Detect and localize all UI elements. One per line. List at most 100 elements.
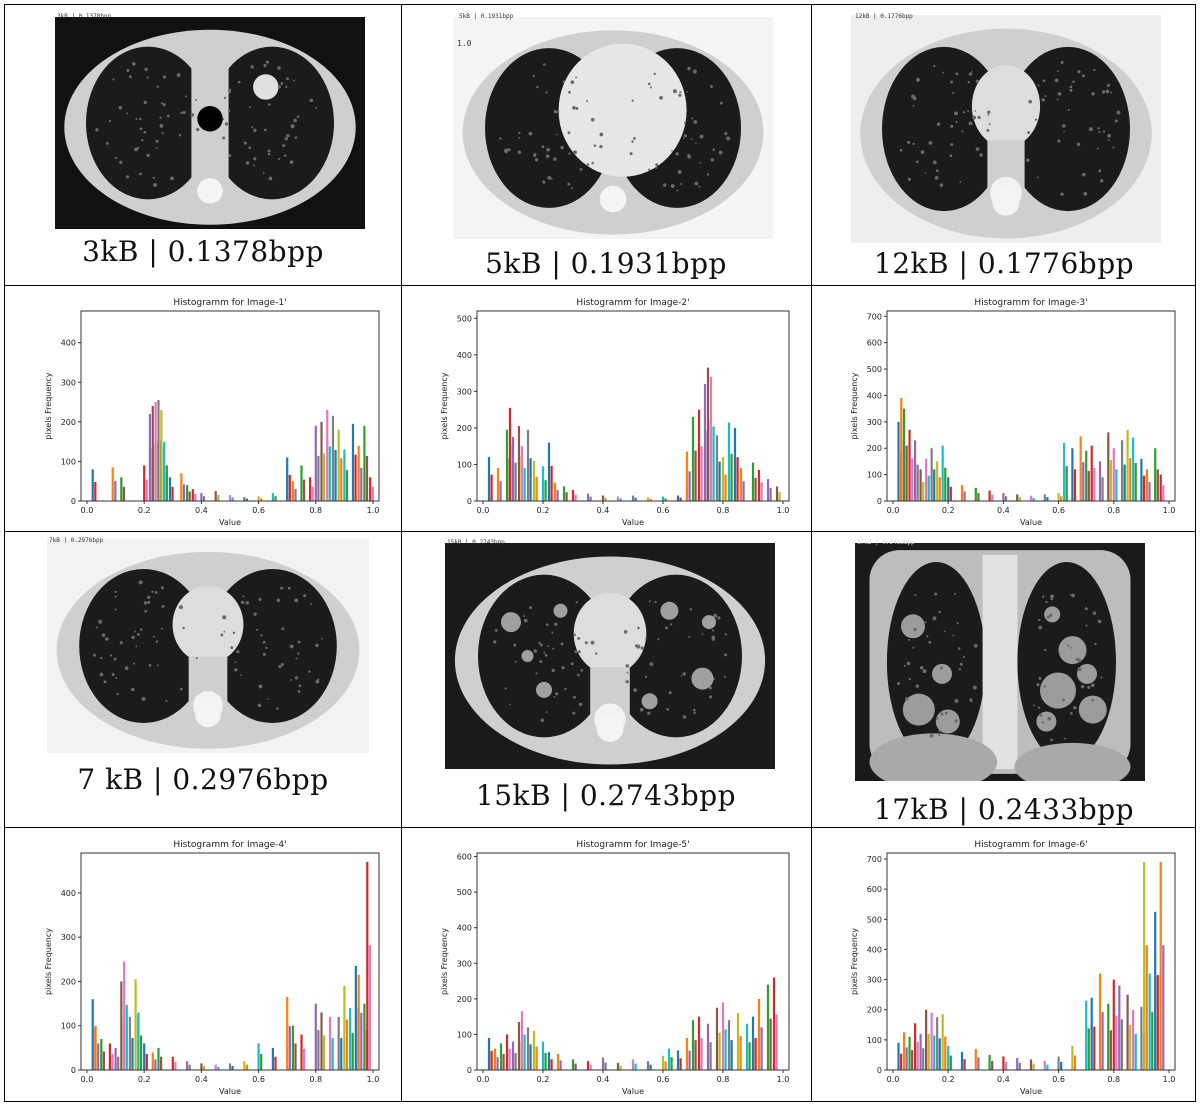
- histogram-bar: [111, 467, 114, 501]
- histogram-bar: [122, 486, 126, 501]
- histogram-bar: [499, 1043, 503, 1070]
- histogram-bar: [143, 1043, 146, 1070]
- histogram-bar: [514, 1052, 517, 1070]
- histogram-bar: [490, 1050, 493, 1070]
- histogram-bar: [1016, 494, 1019, 501]
- histogram-chart-3: Histogramm for Image-3' 0 100 200 300 400 500 6…: [850, 298, 1176, 527]
- histogram-bar: [562, 486, 566, 501]
- histogram-bar: [174, 1062, 177, 1070]
- x-tick-label: 0.0: [887, 1075, 900, 1084]
- histogram-bar: [529, 1044, 532, 1070]
- y-tick-label: 100: [457, 1030, 472, 1039]
- histogram-bar: [1112, 448, 1115, 501]
- histogram-bar: [228, 495, 232, 501]
- histogram-bar: [724, 1029, 727, 1070]
- histogram-bar: [1079, 436, 1082, 501]
- histogram-bar: [963, 491, 966, 501]
- histogram-bar: [589, 1064, 592, 1070]
- histogram-bar: [1132, 1009, 1135, 1070]
- x-tick-label: 0.4: [195, 1075, 208, 1084]
- histogram-bar: [186, 485, 189, 501]
- y-axis-label: pixels Frequency: [850, 372, 859, 439]
- histogram-bar: [245, 1064, 248, 1070]
- histogram-bar: [1159, 862, 1162, 1070]
- histogram-bar: [1065, 466, 1068, 501]
- histogram-bar: [1101, 1012, 1104, 1070]
- histogram-bar: [736, 457, 739, 501]
- histogram-bar: [769, 487, 772, 501]
- x-axis-label: Value: [219, 518, 241, 527]
- y-tick-label: 400: [457, 924, 472, 933]
- histogram-bar: [775, 486, 779, 501]
- histogram-bar: [676, 495, 680, 501]
- y-tick-label: 300: [61, 378, 76, 387]
- histogram-bar: [274, 1056, 277, 1070]
- histogram-bar: [757, 998, 761, 1070]
- histogram-bar: [180, 473, 183, 501]
- scan-header-6: 17kB | 0.2433bpp: [857, 539, 915, 546]
- histogram-bar: [1112, 979, 1115, 1070]
- histogram-bar: [679, 1058, 682, 1070]
- histogram-bar: [601, 495, 605, 501]
- histogram-bar: [550, 1059, 553, 1070]
- histogram-bar: [559, 1060, 562, 1070]
- histogram-bar: [1046, 497, 1049, 501]
- histogram-bar: [291, 481, 295, 501]
- histogram-bar: [496, 1057, 499, 1070]
- histogram-bar: [1082, 462, 1085, 501]
- histogram-bar: [1151, 1012, 1154, 1070]
- histogram-bar: [769, 1018, 772, 1070]
- histogram-title: Histogramm for Image-4': [173, 840, 286, 850]
- y-axis-label: pixels Frequency: [44, 372, 53, 439]
- histogram-bar: [913, 440, 917, 501]
- x-tick-label: 0.8: [1107, 506, 1120, 515]
- histogram-bar: [565, 492, 568, 501]
- histogram-bar: [631, 1059, 635, 1070]
- scan-header-2: 5kB | 0.1931bpp: [459, 13, 514, 20]
- histogram-bar: [706, 367, 710, 501]
- histogram-bar: [1159, 474, 1162, 501]
- histogram-bar: [718, 461, 721, 501]
- ct-scan-drawing: [47, 539, 369, 753]
- histogram-bar: [163, 441, 166, 501]
- histogram-bar: [902, 408, 906, 501]
- ct-scan-image-4: [47, 539, 369, 753]
- histogram-bar: [123, 961, 126, 1070]
- histogram-bar: [634, 1063, 637, 1070]
- histogram-bar: [300, 1034, 303, 1070]
- histogram-bar: [523, 468, 526, 501]
- ct-scan-drawing: [851, 15, 1161, 243]
- histogram-bar: [913, 1023, 917, 1070]
- histogram-bar: [1087, 1028, 1090, 1070]
- x-axis-label: Value: [622, 1087, 644, 1096]
- histogram-bar: [502, 1053, 505, 1070]
- histogram-bar: [721, 1002, 725, 1070]
- histogram-bar: [100, 1039, 103, 1070]
- x-tick-label: 0.8: [717, 506, 730, 515]
- histogram-bar: [1029, 495, 1033, 501]
- y-tick-label: 500: [457, 888, 472, 897]
- histogram-bar: [586, 493, 590, 501]
- histogram-bar: [919, 469, 922, 501]
- scan-caption-4: 7 kB | 0.2976bpp: [77, 763, 329, 796]
- histogram-bar: [1123, 464, 1126, 501]
- histogram-bar: [922, 1048, 925, 1070]
- histogram-bar: [748, 1042, 751, 1070]
- histogram-bar: [949, 1055, 952, 1070]
- ct-scan-drawing: [445, 543, 775, 769]
- histogram-bar: [1057, 493, 1060, 501]
- histogram-bar: [550, 465, 553, 501]
- histogram-bar: [317, 1030, 320, 1070]
- histogram-bar: [721, 457, 725, 501]
- y-tick-label: 400: [61, 889, 76, 898]
- histogram-title: Histogramm for Image-6': [974, 840, 1087, 850]
- histogram-bar: [775, 1014, 778, 1070]
- histogram-bar: [523, 1034, 526, 1070]
- histogram-bar: [751, 1016, 755, 1070]
- histogram-bar: [1093, 467, 1096, 501]
- histogram-bar: [900, 1053, 903, 1070]
- histogram-bar: [936, 461, 939, 501]
- histogram-bar: [200, 1063, 203, 1070]
- histogram-bar: [727, 1020, 731, 1070]
- histogram-bar: [366, 861, 369, 1070]
